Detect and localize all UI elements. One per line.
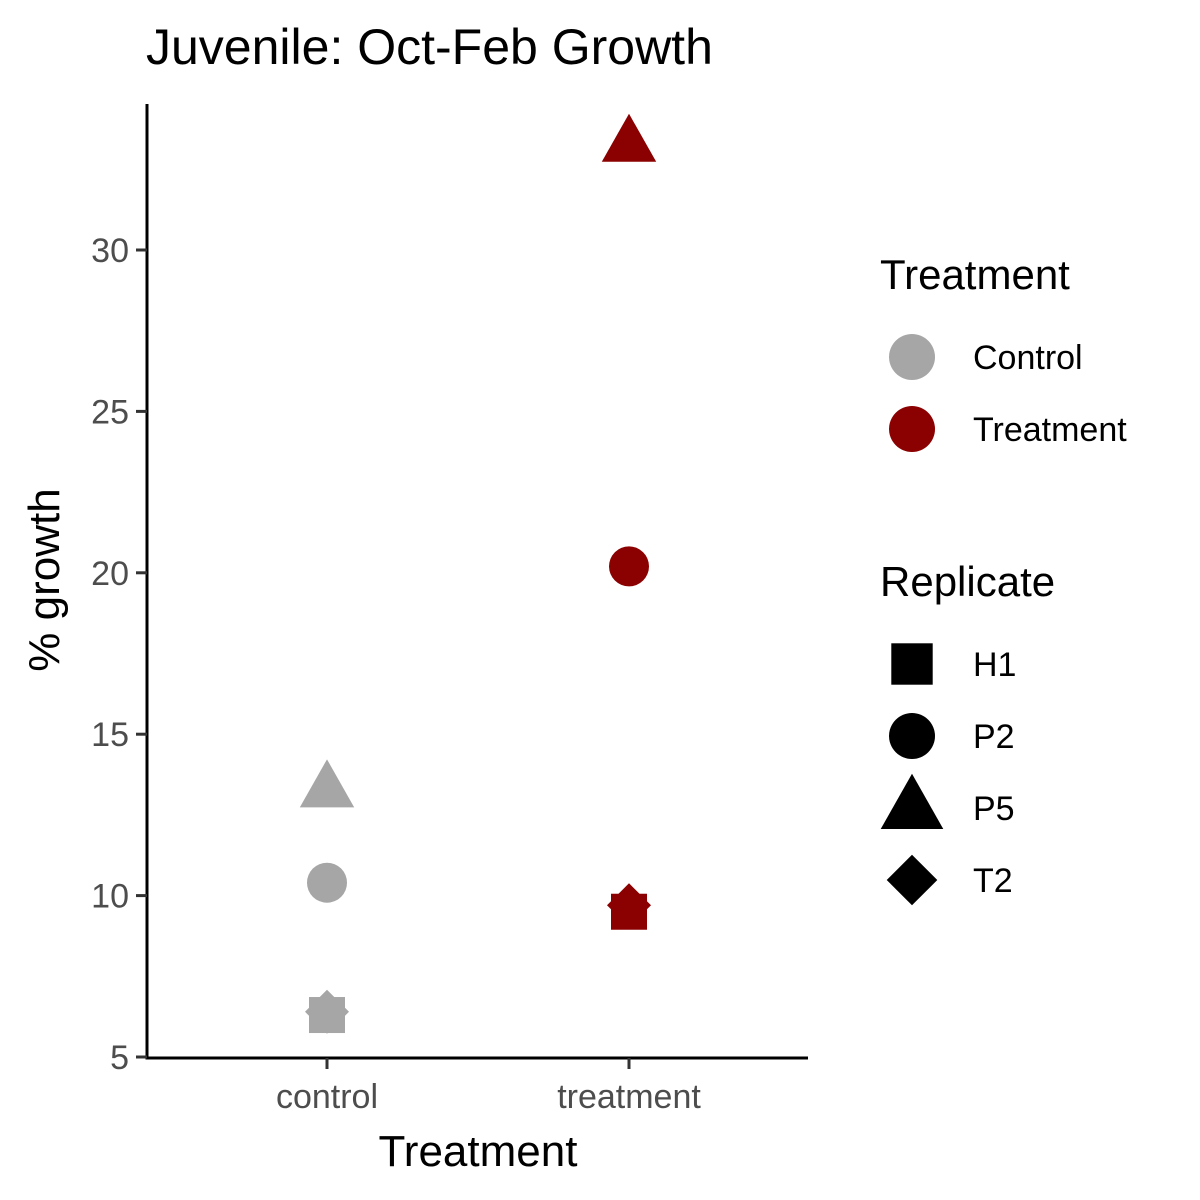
legend-replicate: Replicate H1 P2 P5 T2: [880, 558, 1055, 906]
legend-label: H1: [973, 646, 1016, 684]
legend-key-triangle: [880, 773, 944, 829]
data-point-p2: [609, 546, 649, 587]
x-axis-title: Treatment: [379, 1127, 578, 1176]
legend-title: Treatment: [880, 251, 1070, 298]
y-tick-label: 25: [91, 393, 129, 431]
legend: Treatment Control Treatment Replicate H1 P2 P5…: [880, 251, 1127, 906]
legend-label: Control: [973, 339, 1083, 377]
plot-area: 5 10 15 20 25 30 control treatment: [91, 104, 808, 1116]
data-point-h1: [309, 997, 345, 1034]
legend-label: P2: [973, 718, 1015, 756]
data-point-h1: [611, 893, 647, 930]
y-tick-label: 20: [91, 555, 129, 593]
legend-title: Replicate: [880, 558, 1055, 605]
legend-label: T2: [973, 862, 1013, 900]
legend-key-circle: [889, 713, 935, 759]
x-tick-label: treatment: [557, 1078, 701, 1116]
y-tick-label: 5: [110, 1039, 129, 1077]
y-tick-label: 10: [91, 878, 129, 916]
data-point-p5: [601, 113, 657, 162]
legend-key-square: [891, 643, 933, 685]
legend-key-circle: [889, 406, 935, 452]
legend-key-circle: [889, 334, 935, 380]
y-axis-title: % growth: [20, 488, 69, 671]
legend-key-diamond: [886, 854, 938, 906]
data-point-p5: [299, 759, 355, 808]
legend-label: Treatment: [973, 411, 1127, 449]
y-tick-label: 15: [91, 716, 129, 754]
legend-label: P5: [973, 790, 1015, 828]
y-tick-label: 30: [91, 232, 129, 270]
legend-treatment: Treatment Control Treatment: [880, 251, 1127, 452]
chart-title: Juvenile: Oct-Feb Growth: [146, 19, 713, 75]
x-tick-label: control: [276, 1078, 378, 1116]
data-point-p2: [307, 862, 347, 903]
